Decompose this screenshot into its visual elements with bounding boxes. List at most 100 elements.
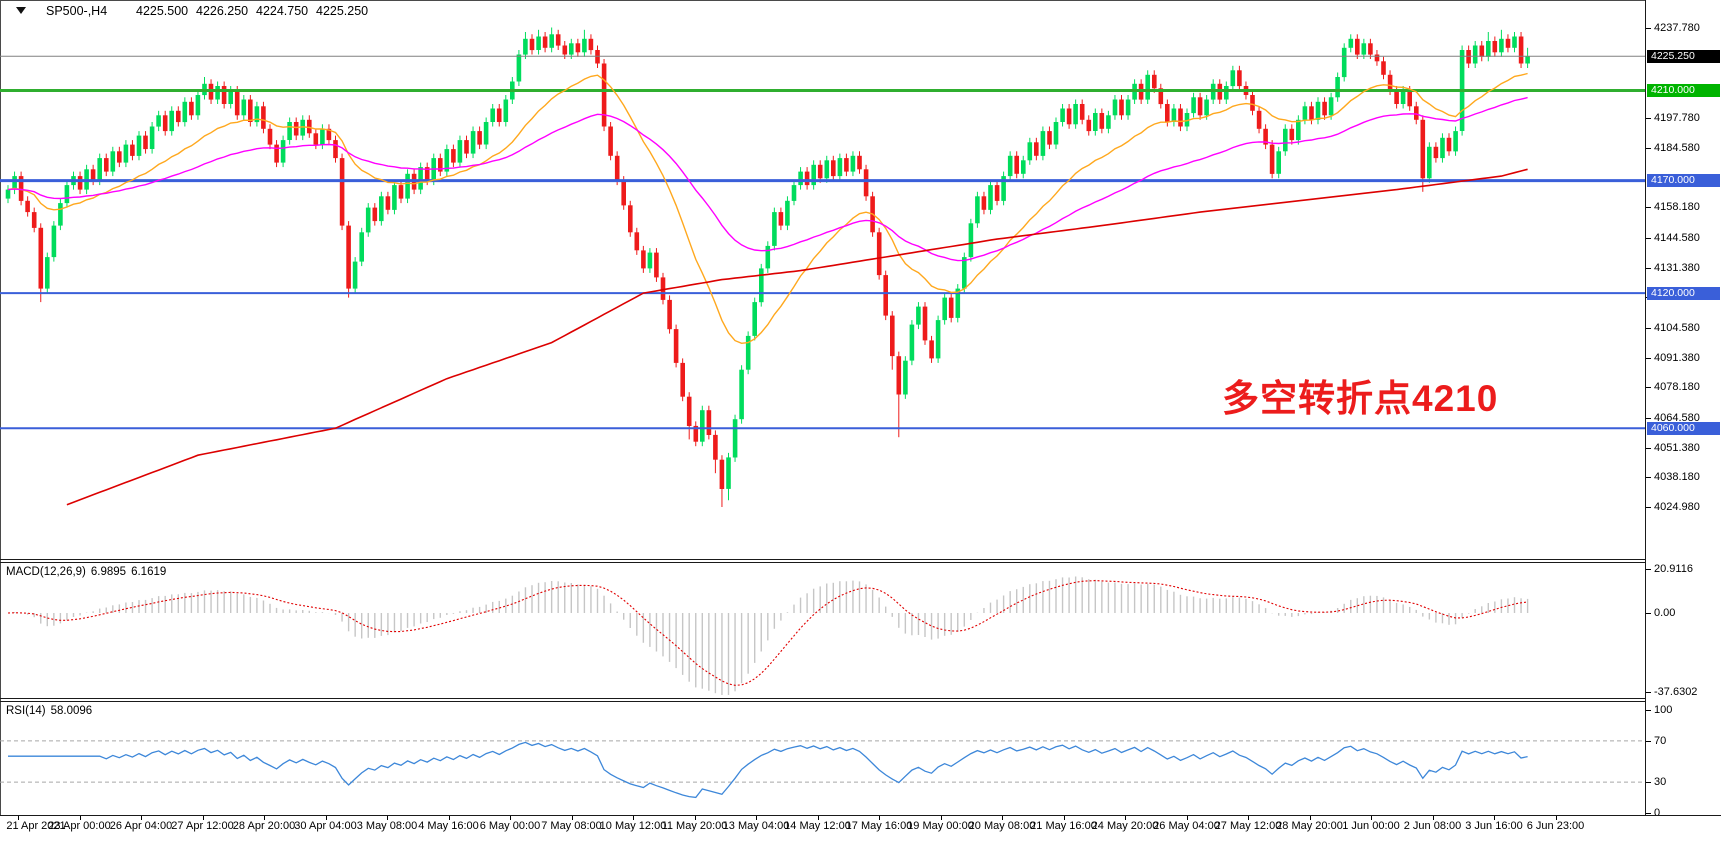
price-level-badge[interactable]: 4060.000 — [1647, 422, 1720, 435]
price-axis[interactable]: 4237.780 4197.780 4184.580 4158.180 4144… — [1645, 0, 1721, 819]
price-tick-label: 4144.580 — [1654, 232, 1700, 244]
price-level-badge[interactable]: 4225.250 — [1647, 50, 1720, 63]
rsi-pane[interactable]: RSI(14) 58.0096 — [0, 702, 1645, 815]
time-label: 6 Jun 23:00 — [1526, 820, 1585, 832]
time-tick — [1432, 816, 1434, 820]
price-tick-label-dash — [1646, 28, 1651, 29]
rsi-tick-label: 100 — [1654, 704, 1673, 716]
time-label: 28 May 20:00 — [1276, 820, 1343, 832]
ohlc-close: 4225.250 — [316, 4, 369, 18]
time-label: 27 May 12:00 — [1214, 820, 1282, 832]
price-tick-label: 4158.180 — [1654, 201, 1700, 213]
macd-tick-label-dash — [1646, 569, 1651, 570]
pane-separator[interactable] — [0, 562, 1721, 563]
time-label: 4 May 16:00 — [418, 820, 479, 832]
macd-pane[interactable]: MACD(12,26,9) 6.9895 6.1619 — [0, 563, 1645, 698]
time-tick — [141, 816, 142, 820]
price-tick-label: 4091.380 — [1654, 352, 1700, 364]
price-tick-label-dash — [1646, 118, 1651, 119]
time-tick — [1125, 816, 1126, 820]
price-level-badge[interactable]: 4210.000 — [1647, 84, 1720, 97]
title-bar: SP500-,H4 4225.500 4226.250 4224.750 422… — [0, 3, 900, 19]
macd-tick-label: 0.00 — [1654, 607, 1676, 619]
rsi-tick-label: 30 — [1654, 776, 1667, 788]
price-tick-label: 4078.180 — [1654, 381, 1700, 393]
ohlc-open: 4225.500 — [136, 4, 189, 18]
price-tick-label: 4237.780 — [1654, 22, 1700, 34]
time-tick — [1063, 816, 1065, 820]
time-label: 23 Apr 00:00 — [48, 820, 111, 832]
price-level-badge[interactable]: 4170.000 — [1647, 174, 1720, 187]
pane-separator[interactable] — [0, 701, 1721, 702]
pane-separator[interactable] — [0, 698, 1721, 699]
price-tick-label-dash — [1646, 358, 1651, 359]
time-label: 14 May 12:00 — [784, 820, 851, 832]
time-label: 30 Apr 04:00 — [294, 820, 357, 832]
price-tick-label-dash — [1646, 238, 1651, 239]
rsi-chart — [0, 740, 1645, 799]
time-axis[interactable]: 21 Apr 2021 23 Apr 00:00 26 Apr 04:00 27… — [0, 815, 1721, 842]
collapse-icon[interactable] — [16, 7, 26, 14]
symbol-title: SP500-,H4 — [46, 4, 108, 18]
time-tick — [940, 816, 942, 820]
price-tick-label-dash — [1646, 507, 1651, 508]
time-tick — [571, 816, 573, 820]
rsi-tick-label-dash — [1646, 710, 1651, 711]
time-label: 21 May 16:00 — [1030, 820, 1097, 832]
macd-signal-value: 6.1619 — [131, 566, 167, 578]
candlestick-chart — [0, 27, 1645, 507]
time-tick — [202, 816, 204, 820]
time-tick — [879, 816, 880, 820]
price-tick-label-dash — [1646, 387, 1651, 388]
macd-tick-label: -37.6302 — [1654, 686, 1698, 698]
time-label: 3 Jun 16:00 — [1465, 820, 1523, 832]
annotation-text[interactable]: 多空转折点4210 — [1222, 378, 1499, 419]
macd-main-value: 6.9895 — [90, 566, 127, 578]
macd-tick-label: 20.9116 — [1654, 563, 1693, 575]
price-tick-label: 4024.980 — [1654, 501, 1700, 513]
price-tick-label: 4051.380 — [1654, 442, 1700, 454]
time-tick — [1248, 816, 1249, 820]
time-label: 11 May 20:00 — [661, 820, 728, 832]
price-tick-label-dash — [1646, 207, 1651, 208]
time-tick — [387, 816, 388, 820]
price-tick-label: 4197.780 — [1654, 112, 1700, 124]
time-tick — [1371, 816, 1372, 820]
time-tick — [1555, 816, 1557, 820]
rsi-label-row: RSI(14) 58.0096 — [6, 705, 97, 717]
time-label: 13 May 04:00 — [722, 820, 790, 832]
time-label: 10 May 12:00 — [599, 820, 667, 832]
time-label: 26 May 04:00 — [1153, 820, 1220, 832]
time-tick — [1002, 816, 1003, 820]
macd-label: MACD(12,26,9) — [6, 566, 86, 578]
time-tick — [1309, 816, 1311, 820]
rsi-tick-label: 0 — [1654, 807, 1661, 819]
time-label: 17 May 16:00 — [845, 820, 913, 832]
price-level-badge[interactable]: 4120.000 — [1647, 287, 1720, 300]
macd-tick-label-dash — [1646, 613, 1651, 614]
price-tick-label-dash — [1646, 328, 1651, 329]
price-tick-label: 4038.180 — [1654, 471, 1700, 483]
price-tick-label-dash — [1646, 477, 1651, 478]
time-label: 1 Jun 00:00 — [1342, 820, 1400, 832]
price-tick-label-dash — [1646, 418, 1651, 419]
time-label: 21 Apr 2021 — [6, 820, 66, 832]
rsi-value: 58.0096 — [50, 705, 93, 717]
time-tick — [1186, 816, 1188, 820]
pane-separator[interactable] — [0, 559, 1721, 560]
time-label: 3 May 08:00 — [356, 820, 418, 832]
time-tick — [79, 816, 81, 820]
price-tick-label-dash — [1646, 148, 1651, 149]
time-tick — [756, 816, 757, 820]
main-chart-pane[interactable] — [0, 0, 1645, 559]
time-tick — [325, 816, 327, 820]
time-label: 24 May 20:00 — [1091, 820, 1159, 832]
time-label: 27 Apr 12:00 — [171, 820, 234, 832]
price-tick-label: 4184.580 — [1654, 142, 1700, 154]
rsi-tick-label-dash — [1646, 782, 1651, 783]
time-tick — [1494, 816, 1495, 820]
rsi-tick-label: 70 — [1654, 735, 1667, 747]
rsi-tick-label-dash — [1646, 813, 1651, 814]
macd-chart — [7, 576, 1529, 695]
